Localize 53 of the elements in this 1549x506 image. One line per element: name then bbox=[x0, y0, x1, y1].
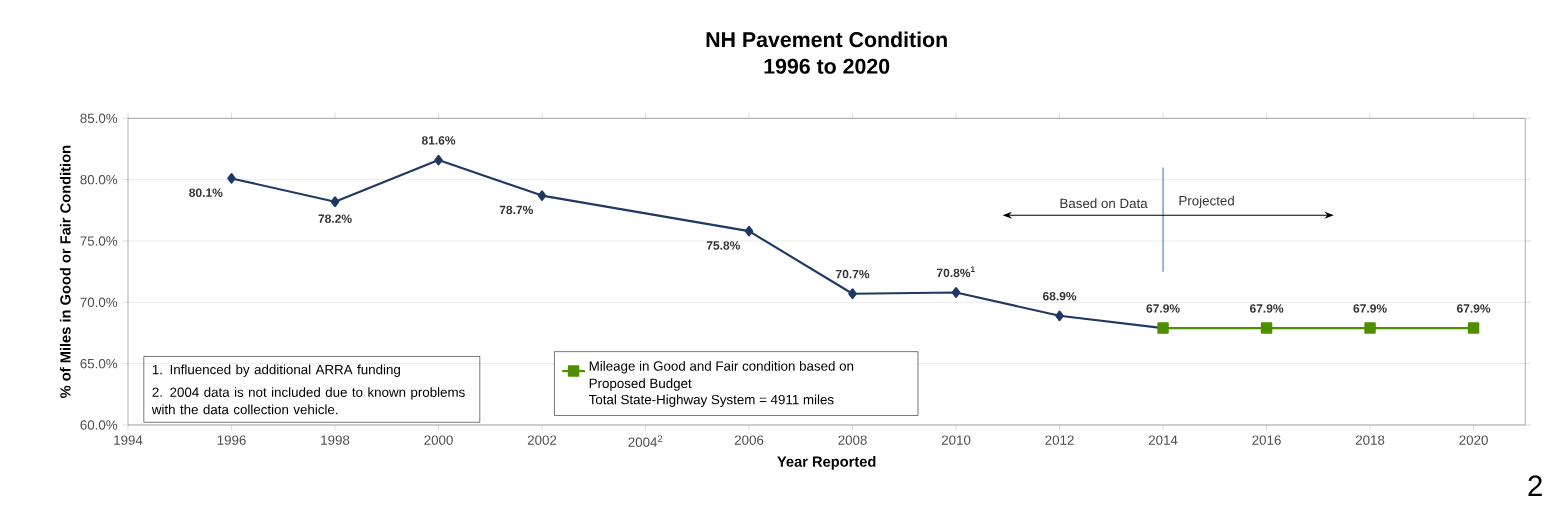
data-label: 81.6% bbox=[421, 136, 456, 145]
point bbox=[1260, 322, 1273, 334]
point bbox=[951, 287, 961, 298]
data-label: 78.7% bbox=[499, 205, 533, 215]
point bbox=[434, 154, 443, 166]
data-label: 78.2% bbox=[318, 214, 352, 223]
point bbox=[227, 173, 236, 184]
y-tick-label: 70.0% bbox=[80, 297, 118, 308]
x-tick-label: 2012 bbox=[1045, 435, 1074, 445]
y-tick-label: 85.0% bbox=[80, 113, 118, 124]
point bbox=[744, 225, 754, 237]
data-label: 67.9% bbox=[1146, 304, 1180, 313]
point bbox=[1055, 310, 1064, 322]
x-tick-label: 2006 bbox=[734, 435, 764, 445]
point bbox=[330, 196, 340, 208]
x-tick-label: 2000 bbox=[424, 435, 453, 445]
y-tick-label: 65.0% bbox=[80, 358, 118, 369]
annotation: 2. 2004 data is not included due to known problems with the data collection vehicle. bbox=[151, 387, 465, 415]
x-tick-label: 1994 bbox=[114, 435, 143, 445]
point bbox=[848, 288, 857, 300]
point bbox=[537, 190, 547, 201]
data-label: 75.8% bbox=[706, 241, 740, 250]
annotation: Projected bbox=[1179, 195, 1234, 209]
x-tick-label: 2008 bbox=[838, 435, 867, 445]
annotation: Total State-Highway System = 4911 miles bbox=[588, 394, 834, 407]
y-tick-label: 75.0% bbox=[80, 236, 118, 246]
data-label: 70.7% bbox=[836, 269, 870, 279]
point bbox=[1364, 322, 1376, 334]
x-tick-label: 2010 bbox=[941, 435, 971, 445]
x-tick-label: 1996 bbox=[217, 435, 246, 445]
x-axis-title: Year Reported bbox=[777, 456, 876, 470]
y-tick-label: 60.0% bbox=[80, 420, 118, 430]
data-label: 80.1% bbox=[189, 188, 223, 197]
x-tick-label: 2004$^{2}$ bbox=[628, 435, 663, 447]
data-label: 68.9% bbox=[1042, 291, 1077, 301]
x-tick-label: 2002 bbox=[527, 435, 557, 445]
x-tick-label: 2016 bbox=[1252, 435, 1281, 445]
point bbox=[1467, 322, 1480, 334]
x-tick-label: 1998 bbox=[321, 435, 350, 445]
y-axis-title: % of Miles in Good or Fair Condition bbox=[59, 145, 71, 398]
x-tick-label: 2018 bbox=[1355, 435, 1385, 445]
data-label: 70.8%$^{1}$ bbox=[936, 266, 975, 278]
legend-label: Mileage in Good and Fair condition based on Proposed Budget bbox=[589, 360, 854, 391]
x-tick-label: 2014 bbox=[1148, 435, 1178, 445]
chart-title: NH Pavement Condition 1996 to 2020 bbox=[706, 31, 947, 74]
data-label: 67.9% bbox=[1456, 304, 1491, 313]
data-label: 67.9% bbox=[1249, 304, 1284, 313]
annotation: 1. Influenced by additional ARRA funding bbox=[152, 364, 400, 377]
y-tick-label: 80.0% bbox=[80, 174, 118, 185]
x-tick-label: 2020 bbox=[1459, 435, 1488, 445]
text: 2 bbox=[1528, 475, 1542, 496]
data-label: 67.9% bbox=[1353, 304, 1387, 313]
annotation: Based on Data bbox=[1060, 198, 1148, 209]
